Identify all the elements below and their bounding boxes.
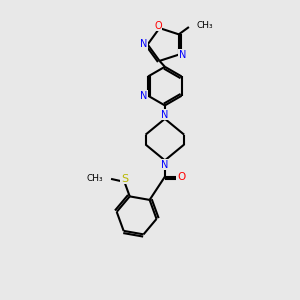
Text: O: O: [154, 21, 162, 31]
Text: N: N: [140, 40, 148, 50]
Text: O: O: [177, 172, 186, 182]
Text: CH₃: CH₃: [86, 174, 103, 183]
Text: CH₃: CH₃: [197, 21, 214, 30]
Text: N: N: [161, 110, 169, 120]
Text: S: S: [121, 174, 128, 184]
Text: N: N: [140, 91, 148, 101]
Text: N: N: [179, 50, 186, 60]
Text: N: N: [161, 160, 169, 170]
